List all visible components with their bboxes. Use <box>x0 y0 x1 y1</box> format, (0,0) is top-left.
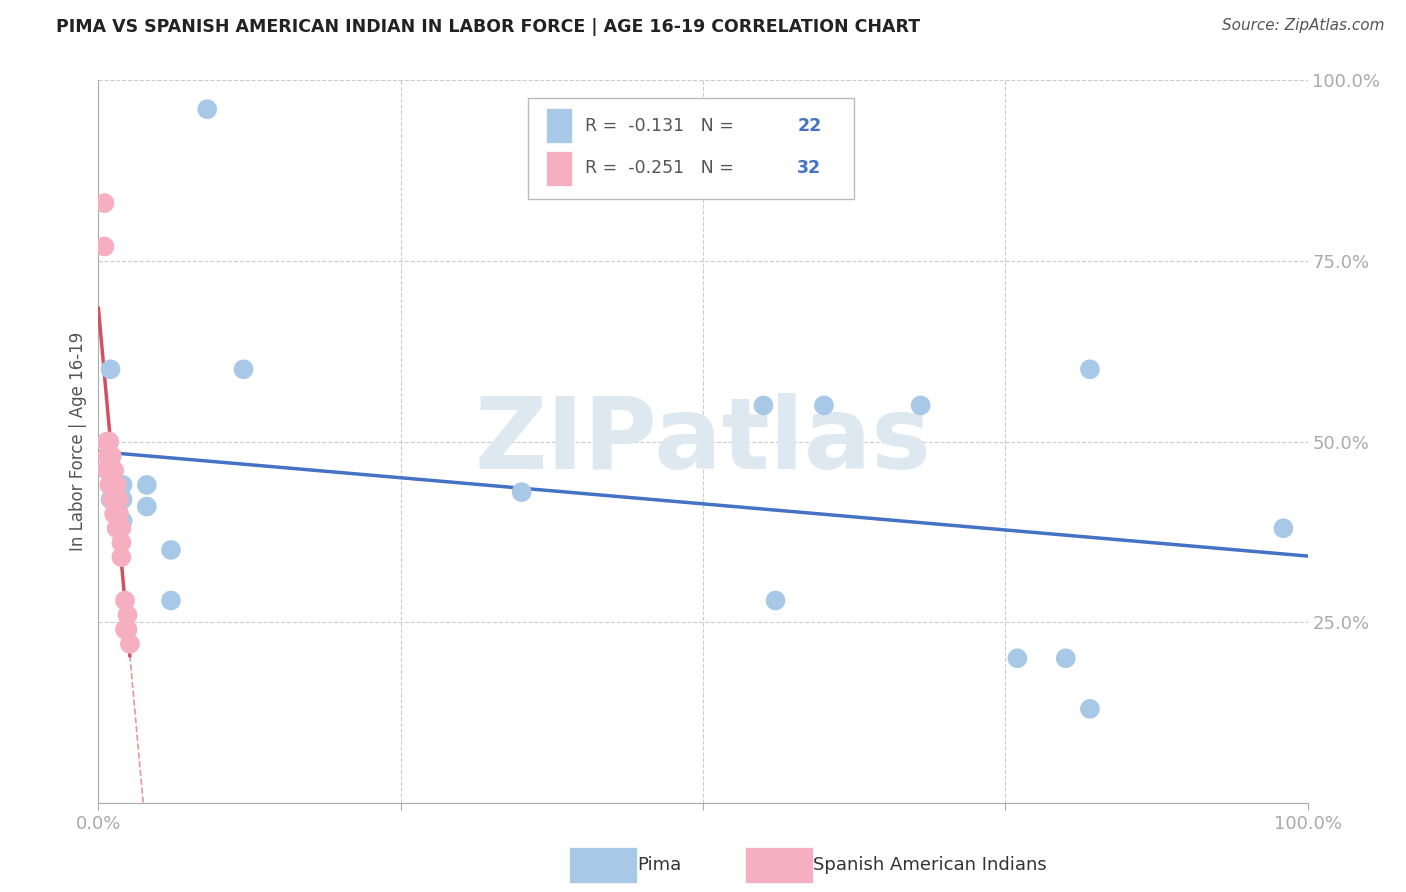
Point <box>98 434 121 449</box>
Point <box>110 535 132 549</box>
Point <box>765 593 787 607</box>
Point <box>117 607 139 622</box>
Point <box>108 507 131 521</box>
FancyBboxPatch shape <box>546 109 572 143</box>
Point <box>100 449 122 463</box>
Point <box>1078 702 1101 716</box>
Point <box>232 362 254 376</box>
Point <box>135 500 157 514</box>
Point <box>108 492 131 507</box>
Point <box>100 492 122 507</box>
Point <box>160 593 183 607</box>
Point <box>160 542 183 557</box>
Text: Pima: Pima <box>637 856 681 874</box>
Y-axis label: In Labor Force | Age 16-19: In Labor Force | Age 16-19 <box>69 332 87 551</box>
Point <box>108 521 131 535</box>
Text: R =  -0.131   N =: R = -0.131 N = <box>585 117 740 135</box>
Point <box>100 463 122 477</box>
Point <box>111 478 134 492</box>
Point <box>105 507 128 521</box>
Point <box>100 478 122 492</box>
Point <box>105 492 128 507</box>
Point <box>105 478 128 492</box>
Point <box>93 239 115 253</box>
Point <box>103 478 125 492</box>
Point <box>510 485 533 500</box>
Point <box>114 593 136 607</box>
Point <box>98 463 121 477</box>
Point <box>111 492 134 507</box>
Point <box>93 196 115 211</box>
FancyBboxPatch shape <box>527 98 855 200</box>
Text: Spanish American Indians: Spanish American Indians <box>813 856 1046 874</box>
Point <box>98 478 121 492</box>
Point <box>114 623 136 637</box>
Point <box>105 521 128 535</box>
Point <box>117 623 139 637</box>
Point <box>1272 521 1295 535</box>
Point <box>103 507 125 521</box>
Point <box>118 637 141 651</box>
Point <box>195 102 218 116</box>
Point <box>96 449 118 463</box>
Text: PIMA VS SPANISH AMERICAN INDIAN IN LABOR FORCE | AGE 16-19 CORRELATION CHART: PIMA VS SPANISH AMERICAN INDIAN IN LABOR… <box>56 18 921 36</box>
Point <box>1007 651 1029 665</box>
Point <box>96 463 118 477</box>
Point <box>813 398 835 412</box>
Point <box>1054 651 1077 665</box>
Text: R =  -0.251   N =: R = -0.251 N = <box>585 160 740 178</box>
Point <box>100 492 122 507</box>
Point <box>96 434 118 449</box>
Point <box>100 362 122 376</box>
Point <box>110 521 132 535</box>
Point <box>1078 362 1101 376</box>
Point <box>135 478 157 492</box>
Text: 22: 22 <box>797 117 821 135</box>
Text: Source: ZipAtlas.com: Source: ZipAtlas.com <box>1222 18 1385 33</box>
Point <box>103 463 125 477</box>
Text: ZIPatlas: ZIPatlas <box>475 393 931 490</box>
Point <box>100 478 122 492</box>
Point <box>98 449 121 463</box>
Point <box>910 398 932 412</box>
Point <box>111 514 134 528</box>
Text: 32: 32 <box>797 160 821 178</box>
Point <box>110 550 132 565</box>
Point <box>103 492 125 507</box>
FancyBboxPatch shape <box>546 151 572 186</box>
Point <box>752 398 775 412</box>
